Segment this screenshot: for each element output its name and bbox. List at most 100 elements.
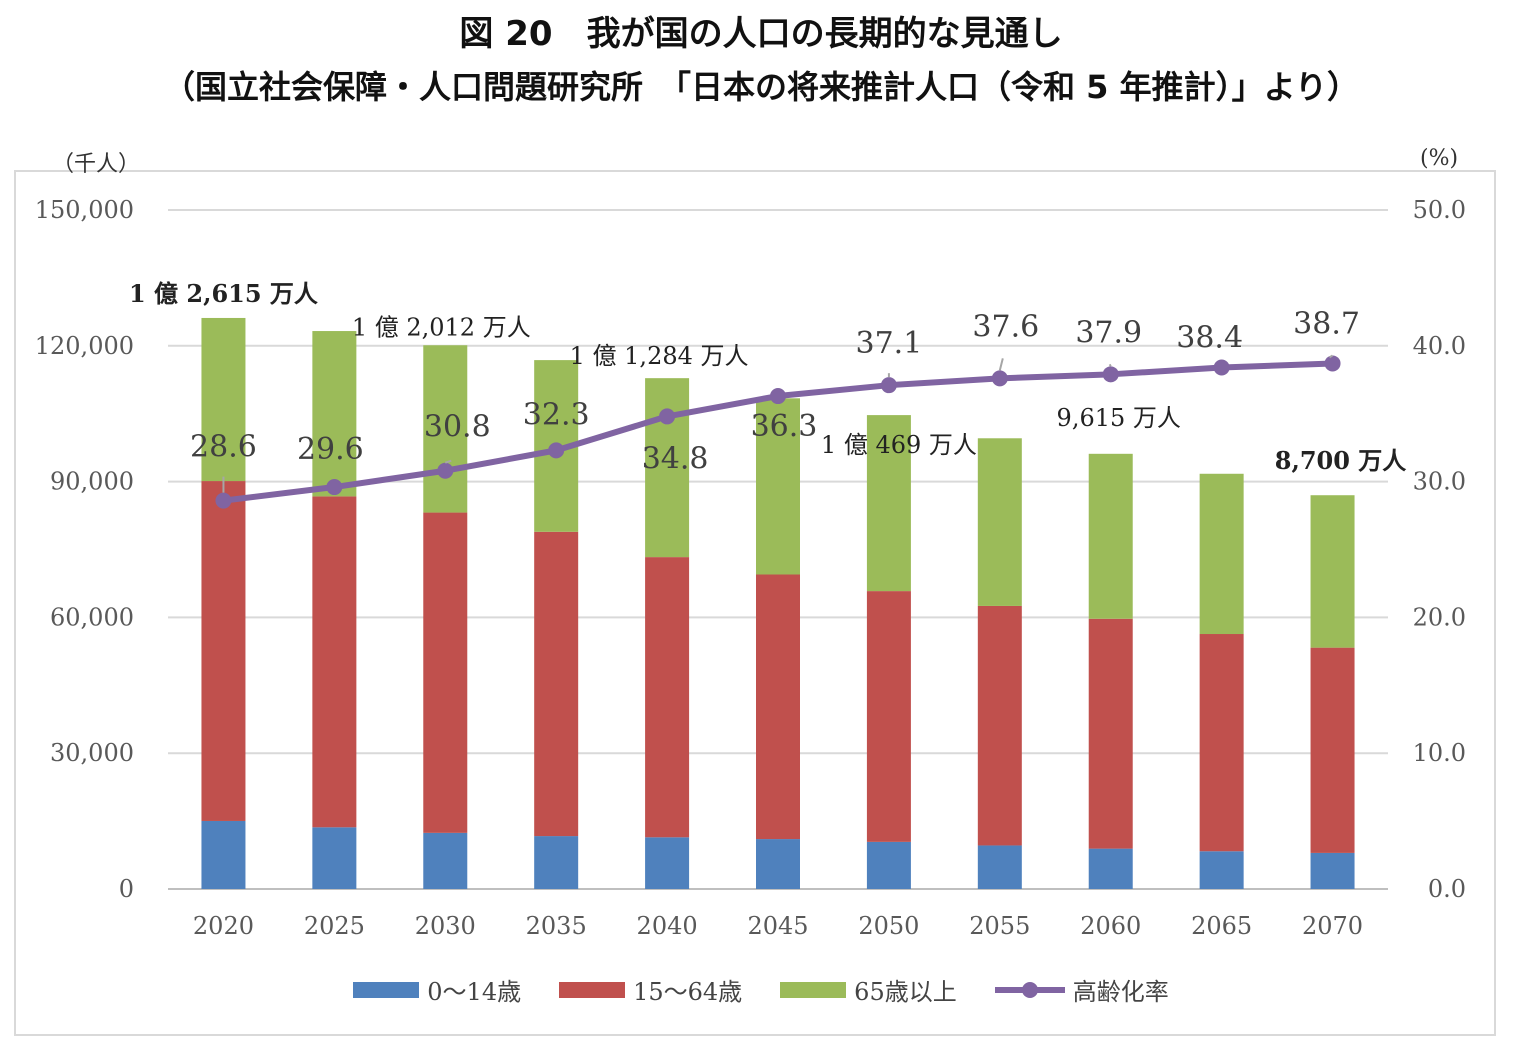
legend-swatch-0-14 xyxy=(353,981,420,998)
bar-segment-65-plus xyxy=(1199,473,1244,635)
bar-segment-0-14 xyxy=(423,832,468,889)
legend-item-aging-rate: 高齢化率 xyxy=(994,972,1169,1007)
right-axis-tick-label: 50.0 xyxy=(1413,196,1466,224)
bar-segment-15-64 xyxy=(312,496,357,828)
bar-segment-65-plus xyxy=(201,317,246,482)
left-axis-unit: （千人） xyxy=(52,152,141,177)
x-axis-tick-label: 2070 xyxy=(1302,912,1363,940)
right-axis-unit: (%) xyxy=(1420,146,1459,171)
bar-segment-65-plus xyxy=(977,438,1022,606)
right-axis-tick-label: 40.0 xyxy=(1413,332,1466,360)
total-population-label: 1 億 2,615 万人 xyxy=(129,279,318,308)
bar-segment-65-plus xyxy=(423,345,468,513)
legend-item-65-plus: 65歳以上 xyxy=(780,972,957,1007)
aging-rate-data-label: 38.4 xyxy=(1176,321,1243,356)
chart-subtitle: （国立社会保障・人口問題研究所 「日本の将来推計人口（令和 5 年推計）」より） xyxy=(163,68,1359,106)
bar-segment-15-64 xyxy=(756,574,800,840)
bar-segment-15-64 xyxy=(1310,647,1355,853)
aging-rate-data-label: 30.8 xyxy=(424,410,491,445)
right-axis-tick-label: 10.0 xyxy=(1413,739,1466,767)
bar-segment-65-plus xyxy=(1088,453,1133,619)
x-axis-tick-label: 2025 xyxy=(304,912,365,940)
label-leader-line xyxy=(998,358,1004,371)
aging-rate-marker xyxy=(770,388,786,405)
bar-segment-15-64 xyxy=(866,591,911,842)
legend-swatch-15-64 xyxy=(559,981,626,998)
x-axis-tick-label: 2055 xyxy=(969,912,1030,940)
label-leader-line xyxy=(1328,354,1334,359)
aging-rate-marker xyxy=(326,479,343,496)
bar-segment-15-64 xyxy=(534,531,579,837)
bar-segment-0-14 xyxy=(201,820,246,889)
left-axis-tick-label: 150,000 xyxy=(35,196,134,224)
aging-rate-marker xyxy=(215,492,232,509)
bar-segment-65-plus xyxy=(312,331,357,497)
chart-frame xyxy=(14,170,1496,1036)
bar-segment-15-64 xyxy=(201,481,246,821)
aging-rate-marker xyxy=(1213,359,1230,376)
x-axis-tick-label: 2045 xyxy=(747,912,808,940)
legend-label-65-plus: 65歳以上 xyxy=(854,978,957,1006)
aging-rate-data-label: 37.9 xyxy=(1075,315,1142,350)
bar-segment-65-plus xyxy=(645,378,690,558)
legend: 0～14歳 15～64歳 65歳以上 高齢化率 xyxy=(0,972,1522,1007)
total-population-label: 8,700 万人 xyxy=(1275,446,1407,475)
aging-rate-data-label: 29.6 xyxy=(297,432,364,467)
aging-rate-data-label: 34.8 xyxy=(642,441,709,476)
aging-rate-data-label: 37.1 xyxy=(856,326,923,361)
x-axis-tick-label: 2035 xyxy=(526,912,587,940)
bar-segment-0-14 xyxy=(1088,848,1133,889)
bar-segment-15-64 xyxy=(645,557,690,838)
aging-rate-data-label: 28.6 xyxy=(190,430,257,465)
bar-segment-0-14 xyxy=(1199,851,1244,889)
chart-title: 図 20 我が国の人口の長期的な見通し xyxy=(459,14,1063,54)
aging-rate-marker xyxy=(991,370,1008,387)
left-axis-tick-label: 0 xyxy=(119,875,134,903)
aging-rate-marker xyxy=(880,377,897,394)
legend-label-15-64: 15～64歳 xyxy=(633,978,743,1006)
left-axis-tick-label: 30,000 xyxy=(50,739,134,767)
aging-rate-marker xyxy=(659,408,676,425)
bar-segment-65-plus xyxy=(1310,495,1355,648)
bar-segment-65-plus xyxy=(756,398,800,575)
bar-segment-0-14 xyxy=(756,839,800,889)
aging-rate-marker xyxy=(437,462,454,479)
label-leader-line xyxy=(1108,363,1112,367)
legend-label-aging-rate: 高齢化率 xyxy=(1072,978,1169,1006)
aging-rate-data-label: 37.6 xyxy=(972,309,1039,344)
total-population-label: 1 億 469 万人 xyxy=(821,431,977,459)
bar-segment-15-64 xyxy=(423,512,468,833)
bar-segment-0-14 xyxy=(866,841,911,889)
x-axis-tick-label: 2060 xyxy=(1080,912,1141,940)
right-axis-tick-label: 0.0 xyxy=(1428,875,1466,903)
x-axis-tick-label: 2065 xyxy=(1191,912,1252,940)
total-population-label: 9,615 万人 xyxy=(1057,404,1181,432)
bar-segment-0-14 xyxy=(534,836,579,889)
legend-item-0-14: 0～14歳 xyxy=(353,972,521,1007)
aging-rate-marker xyxy=(1102,366,1119,383)
bar-segment-0-14 xyxy=(312,827,357,889)
x-axis-tick-label: 2040 xyxy=(637,912,698,940)
legend-item-15-64: 15～64歳 xyxy=(559,972,742,1007)
aging-rate-marker xyxy=(548,442,565,459)
bar-segment-0-14 xyxy=(977,845,1022,889)
legend-swatch-65-plus xyxy=(780,981,847,998)
left-axis-tick-label: 120,000 xyxy=(35,332,134,360)
label-leader-line xyxy=(444,459,452,464)
right-axis-tick-label: 30.0 xyxy=(1413,468,1466,496)
x-axis-tick-label: 2050 xyxy=(858,912,919,940)
x-axis-tick-label: 2020 xyxy=(193,912,254,940)
right-axis-tick-label: 20.0 xyxy=(1413,603,1466,631)
total-population-label: 1 億 2,012 万人 xyxy=(352,313,531,341)
total-population-label: 1 億 1,284 万人 xyxy=(570,342,749,370)
bar-segment-15-64 xyxy=(1199,634,1244,852)
bar-segment-65-plus xyxy=(866,415,911,592)
aging-rate-data-label: 38.7 xyxy=(1293,306,1360,341)
left-axis-tick-label: 90,000 xyxy=(50,468,134,496)
left-axis-tick-label: 60,000 xyxy=(50,603,134,631)
aging-rate-data-label: 36.3 xyxy=(751,409,818,444)
bar-segment-15-64 xyxy=(977,605,1022,846)
aging-rate-marker xyxy=(1324,355,1341,372)
legend-label-0-14: 0～14歳 xyxy=(427,978,522,1006)
